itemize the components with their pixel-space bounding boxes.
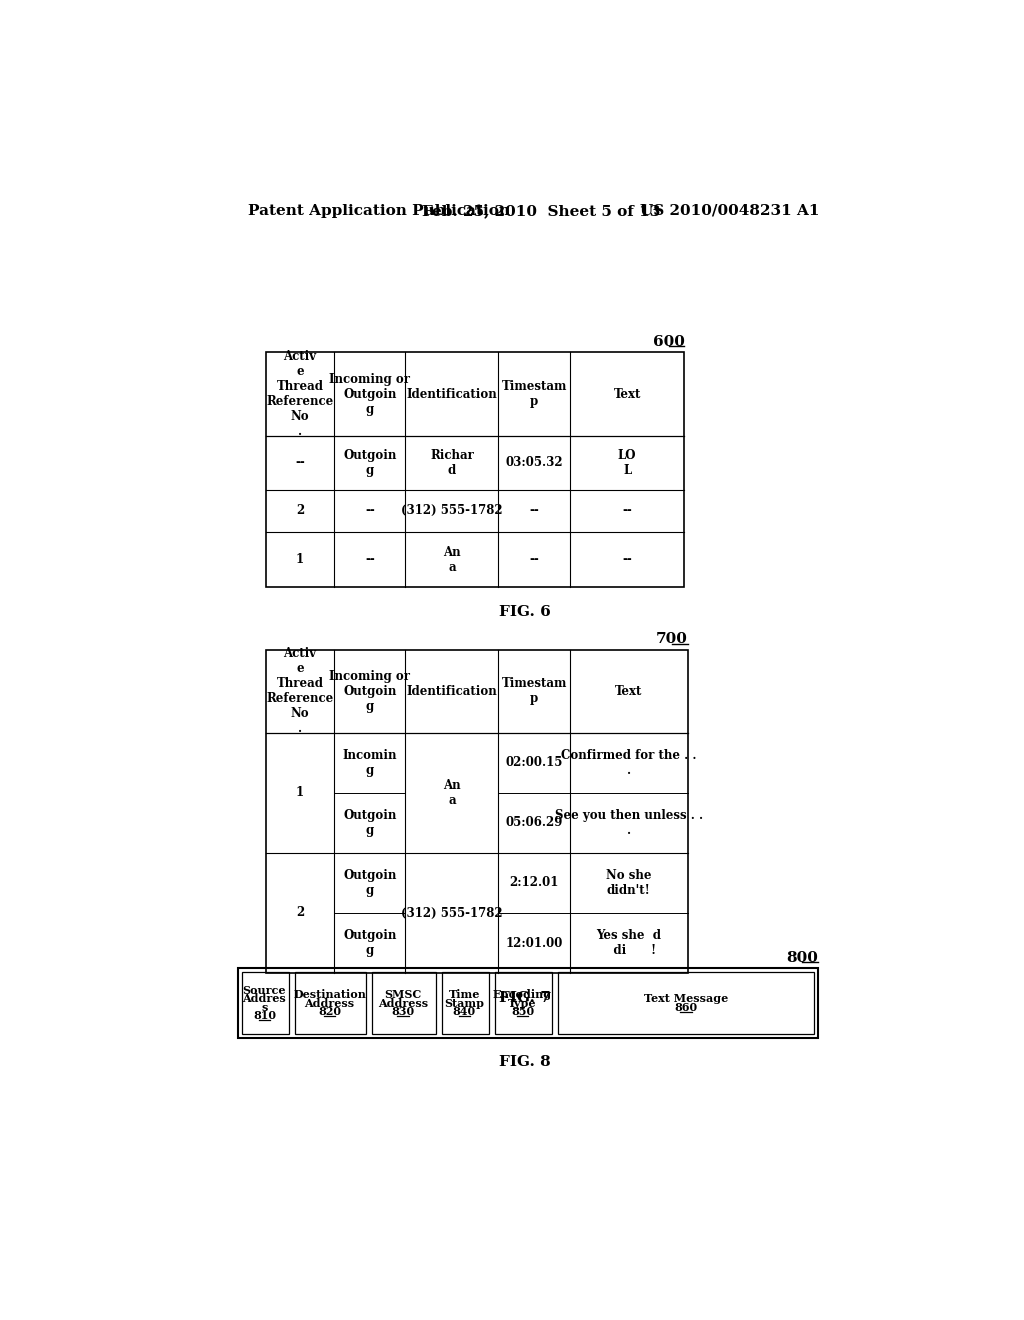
Bar <box>266 649 687 973</box>
Bar <box>372 973 436 1034</box>
Text: FIG. 6: FIG. 6 <box>499 605 551 619</box>
Bar <box>442 973 488 1034</box>
Text: --: -- <box>365 553 375 566</box>
Text: Timestam
p: Timestam p <box>502 380 567 408</box>
Text: 1: 1 <box>296 553 304 566</box>
Text: 800: 800 <box>785 950 818 965</box>
Text: --: -- <box>623 504 632 517</box>
Bar <box>266 352 684 587</box>
Text: Confirmed for the . .
.: Confirmed for the . . . <box>561 748 696 777</box>
Text: Text Message: Text Message <box>644 994 728 1005</box>
Text: Incoming or
Outgoin
g: Incoming or Outgoin g <box>330 669 411 713</box>
Text: --: -- <box>295 455 305 469</box>
Text: --: -- <box>365 504 375 517</box>
Text: Outgoin
g: Outgoin g <box>343 929 396 957</box>
Text: 05:06.29: 05:06.29 <box>506 816 563 829</box>
Text: Stamp: Stamp <box>444 998 484 1008</box>
Text: See you then unless . .
.: See you then unless . . . <box>555 809 702 837</box>
Text: 830: 830 <box>391 1006 415 1018</box>
Text: --: -- <box>529 504 539 517</box>
Text: 2: 2 <box>296 907 304 920</box>
Text: SMSC: SMSC <box>384 989 422 1001</box>
Text: Address: Address <box>304 998 354 1008</box>
Text: US 2010/0048231 A1: US 2010/0048231 A1 <box>640 203 819 218</box>
Text: 03:05.32: 03:05.32 <box>505 455 563 469</box>
Text: Yes she  d
   di      !: Yes she d di ! <box>596 929 662 957</box>
Text: 700: 700 <box>655 632 687 645</box>
Text: Outgoin
g: Outgoin g <box>343 869 396 898</box>
Text: 600: 600 <box>652 335 684 348</box>
Text: Activ
e
Thread
Reference
No
.: Activ e Thread Reference No . <box>266 647 334 735</box>
Bar <box>238 969 818 1038</box>
Text: Source: Source <box>243 985 286 995</box>
Text: Addres: Addres <box>243 994 287 1005</box>
Text: 1: 1 <box>296 787 304 800</box>
Text: (312) 555-1782: (312) 555-1782 <box>401 907 503 920</box>
Text: (312) 555-1782: (312) 555-1782 <box>401 504 503 517</box>
Bar <box>558 973 814 1034</box>
Text: Time: Time <box>449 989 480 1001</box>
Bar <box>495 973 552 1034</box>
Text: 850: 850 <box>511 1006 535 1018</box>
Text: Outgoin
g: Outgoin g <box>343 449 396 477</box>
Text: Timestam
p: Timestam p <box>502 677 567 705</box>
Text: An
a: An a <box>443 545 461 574</box>
Text: FIG. 7: FIG. 7 <box>499 991 551 1005</box>
Bar <box>242 973 289 1034</box>
Text: Text: Text <box>613 388 641 400</box>
Text: 860: 860 <box>675 1002 697 1012</box>
Text: An
a: An a <box>443 779 461 807</box>
Text: Destination: Destination <box>293 989 366 1001</box>
Text: Incoming or
Outgoin
g: Incoming or Outgoin g <box>330 372 411 416</box>
Bar <box>295 973 367 1034</box>
Text: Activ
e
Thread
Reference
No
.: Activ e Thread Reference No . <box>266 350 334 438</box>
Text: Patent Application Publication: Patent Application Publication <box>248 203 510 218</box>
Text: Encoding: Encoding <box>493 989 552 1001</box>
Text: 810: 810 <box>253 1010 275 1022</box>
Text: --: -- <box>623 553 632 566</box>
Text: Richar
d: Richar d <box>430 449 474 477</box>
Text: 840: 840 <box>453 1006 476 1018</box>
Text: Identification: Identification <box>407 388 498 400</box>
Text: Feb. 25, 2010  Sheet 5 of 13: Feb. 25, 2010 Sheet 5 of 13 <box>423 203 660 218</box>
Text: Text: Text <box>615 685 642 698</box>
Text: 820: 820 <box>318 1006 341 1018</box>
Text: Address: Address <box>378 998 428 1008</box>
Text: s: s <box>261 1002 267 1012</box>
Text: 02:00.15: 02:00.15 <box>506 756 563 770</box>
Text: LO
L: LO L <box>617 449 636 477</box>
Text: FIG. 8: FIG. 8 <box>499 1056 551 1069</box>
Text: Incomin
g: Incomin g <box>343 748 397 777</box>
Text: Outgoin
g: Outgoin g <box>343 809 396 837</box>
Text: --: -- <box>529 553 539 566</box>
Text: No she
didn't!: No she didn't! <box>606 869 651 898</box>
Text: 2: 2 <box>296 504 304 517</box>
Text: Type: Type <box>508 998 537 1008</box>
Text: 2:12.01: 2:12.01 <box>509 876 559 890</box>
Text: Identification: Identification <box>407 685 498 698</box>
Text: 12:01.00: 12:01.00 <box>506 936 563 949</box>
